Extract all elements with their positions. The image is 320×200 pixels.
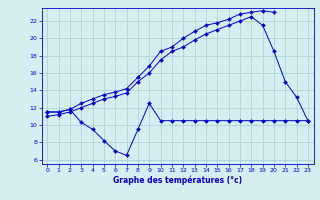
X-axis label: Graphe des températures (°c): Graphe des températures (°c) [113,176,242,185]
